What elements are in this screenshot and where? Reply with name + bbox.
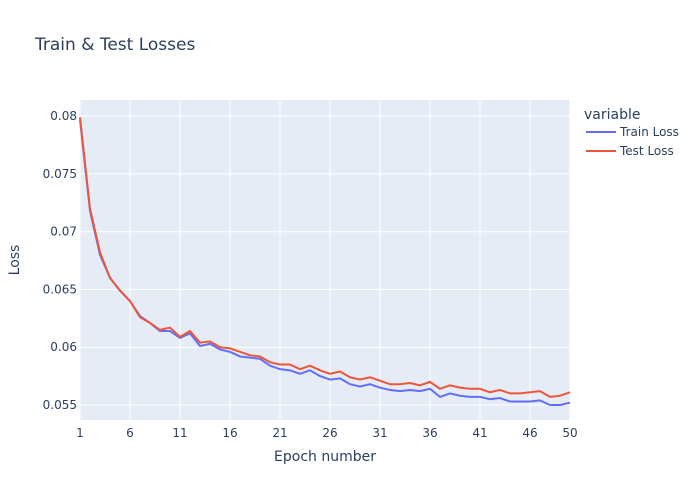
x-tick-label: 6 [126,426,134,440]
legend-items: Train Loss Test Loss [586,125,679,158]
series-line-test-loss [79,117,571,398]
y-tick-label: 0.055 [43,398,77,412]
legend-label: Test Loss [619,144,674,158]
x-tick-label: 1 [76,426,84,440]
x-tick-label: 36 [422,426,437,440]
series-line-train-loss [79,119,571,406]
y-tick-label: 0.08 [50,109,77,123]
x-tick-label: 16 [222,426,237,440]
x-tick-label: 46 [522,426,537,440]
x-axis-label: Epoch number [274,449,376,465]
x-tick-label: 41 [472,426,487,440]
y-tick-label: 0.07 [50,225,77,239]
y-tick-label: 0.075 [43,167,77,181]
y-axis-ticks: 0.055 0.06 0.065 0.07 0.075 0.08 [43,109,77,412]
legend: variable Train Loss Test Loss [584,107,679,158]
x-tick-label: 26 [322,426,337,440]
legend-item-test-loss[interactable]: Test Loss [586,144,674,158]
grid-lines [79,100,571,420]
legend-item-train-loss[interactable]: Train Loss [586,125,679,139]
x-tick-label: 11 [172,426,187,440]
x-axis-ticks: 1 6 11 16 21 26 31 36 41 46 50 [76,426,577,440]
series-lines [79,117,571,406]
x-tick-label: 21 [272,426,287,440]
y-axis-label: Loss [7,245,23,276]
chart-title: Train & Test Losses [34,35,195,55]
legend-label: Train Loss [619,125,679,139]
legend-title: variable [584,107,640,123]
x-tick-label: 50 [562,426,577,440]
y-tick-label: 0.06 [50,340,77,354]
x-tick-label: 31 [372,426,387,440]
y-tick-label: 0.065 [43,282,77,296]
plot-area [80,100,570,420]
